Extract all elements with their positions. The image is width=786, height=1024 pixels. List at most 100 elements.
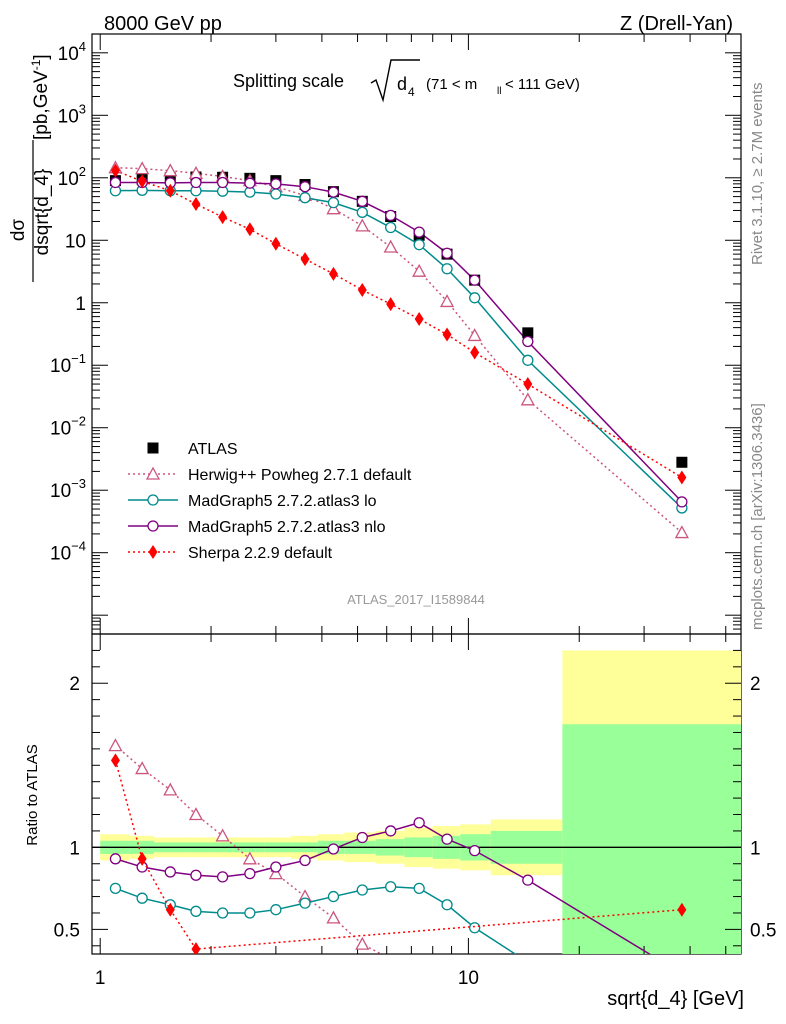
ratio-point-herwig [188, 807, 204, 821]
ratio-y-tick-label: 1 [69, 838, 80, 859]
main-y-tick-label: 103 [58, 101, 86, 127]
data-point-mg_nlo [413, 226, 425, 238]
ratio-point-sherpa [677, 902, 687, 917]
plot-title-range-sub: ll [497, 86, 501, 97]
ratio-point-mg_lo [244, 907, 256, 919]
ratio-point-mg_lo [109, 882, 122, 895]
data-point-sherpa [414, 311, 424, 326]
main-plot-frame [91, 33, 742, 635]
legend-label-herwig: Herwig++ Powheg 2.7.1 default [188, 467, 412, 484]
header-left: 8000 GeV pp [104, 13, 222, 35]
ratio-point-herwig [326, 910, 341, 924]
x-tick-label: 10 [458, 968, 479, 989]
ratio-y-tick-label: 0.5 [54, 920, 80, 941]
ratio-point-mg_lo [356, 884, 368, 896]
ratio-point-mg_nlo [385, 825, 397, 837]
data-point-mg_lo [385, 221, 397, 234]
ylabel-numerator: dσ [8, 219, 29, 242]
ratio-point-mg_nlo [244, 867, 256, 880]
data-point-mg_nlo [522, 335, 534, 348]
data-point-sherpa [442, 327, 452, 342]
data-point-mg_lo [299, 192, 311, 204]
ratio-point-mg_nlo [469, 844, 481, 857]
ratio-point-mg_nlo [164, 866, 176, 878]
data-point-sherpa [523, 377, 533, 392]
ratio-y-tick-label-right: 2 [750, 674, 761, 695]
data-point-sherpa [218, 210, 228, 225]
ratio-point-mg_lo [327, 890, 340, 903]
legend-marker-mg_nlo [147, 520, 159, 532]
ratio-point-herwig [163, 782, 178, 796]
legend-label-mg_lo: MadGraph5 2.7.2.atlas3 lo [188, 493, 377, 510]
ylabel-unit: [pb,GeV-1] [29, 54, 52, 140]
main-y-tick-label: 10−4 [50, 539, 86, 565]
data-point-mg_lo [356, 206, 368, 218]
series-line-mg_lo [115, 189, 683, 509]
ratio-point-herwig [215, 828, 230, 842]
data-point-herwig [674, 525, 689, 539]
plot-title-prefix: Splitting scale [233, 71, 344, 91]
ratio-point-mg_nlo [216, 871, 229, 883]
x-tick-label: 1 [95, 968, 106, 989]
data-point-mg_nlo [441, 247, 453, 259]
legend-marker-atlas [147, 442, 159, 454]
plot-title-range: (71 < m [426, 76, 477, 93]
ratio-point-mg_nlo [190, 869, 202, 881]
ratio-point-mg_nlo [441, 833, 453, 845]
xlabel: sqrt{d_4} [GeV] [607, 988, 744, 1010]
data-point-sherpa [357, 283, 367, 298]
band-inner-bin [562, 724, 741, 954]
data-point-herwig [467, 328, 482, 342]
data-point-mg_lo [441, 263, 453, 275]
rivet-label: Rivet 3.1.10, ≥ 2.7M events [749, 83, 766, 266]
ratio-point-mg_lo [136, 892, 148, 904]
data-point-herwig [383, 239, 398, 253]
plot-title: Splitting scale d 4 (71 < m ll < 111 GeV… [233, 59, 580, 103]
ratio-axes: 1 10 0.5 0.5 1 1 2 2 [54, 634, 776, 989]
data-point-herwig [412, 263, 427, 277]
series-line-mg_nlo [115, 181, 683, 503]
ratio-point-sherpa [165, 902, 175, 917]
data-point-mg_nlo [190, 176, 202, 189]
ratio-series [108, 738, 687, 954]
ratio-point-sherpa [191, 942, 201, 954]
ratio-point-mg_nlo [522, 874, 534, 886]
data-point-sherpa [245, 222, 255, 237]
data-point-mg_lo [327, 196, 340, 209]
ylabel-main: dσ dsqrt{d_4} [pb,GeV-1] [8, 54, 53, 282]
legend-marker-herwig [145, 466, 161, 480]
ratio-point-mg_lo [190, 905, 202, 917]
data-point-sherpa [110, 163, 120, 178]
data-point-mg_nlo [385, 209, 397, 222]
main-series [108, 160, 689, 539]
data-point-atlas [522, 327, 534, 339]
data-point-mg_lo [270, 188, 282, 200]
ylabel-denominator: dsqrt{d_4} [32, 169, 53, 256]
mcplots-label: mcplots.cern.ch [arXiv:1306.3436] [749, 403, 766, 630]
data-point-sherpa [165, 183, 175, 198]
ratio-point-herwig [108, 738, 123, 752]
data-point-mg_nlo [216, 176, 229, 189]
data-point-mg_nlo [676, 496, 688, 508]
main-y-tick-label: 1 [75, 294, 86, 315]
ratio-point-mg_nlo [109, 853, 122, 865]
ratio-y-tick-label-right: 0.5 [750, 920, 776, 941]
main-y-tick-label: 10−2 [50, 414, 86, 440]
ratio-point-herwig [355, 936, 370, 950]
ratio-point-mg_lo [270, 904, 282, 916]
data-point-mg_nlo [469, 274, 481, 286]
data-point-mg_nlo [109, 176, 122, 189]
ratio-line-mg_nlo [115, 821, 651, 954]
data-point-sherpa [328, 266, 338, 281]
sqrt-icon [370, 59, 420, 103]
ratio-point-herwig [242, 851, 257, 865]
data-point-mg_nlo [299, 181, 311, 193]
legend: ATLAS Herwig++ Powheg 2.7.1 default MadGra… [128, 441, 412, 562]
data-point-mg_lo [469, 292, 481, 304]
analysis-id: ATLAS_2017_I1589844 [347, 592, 485, 607]
plot-title-subscript: 4 [408, 85, 415, 99]
data-point-herwig [163, 163, 178, 177]
ylabel-ratio: Ratio to ATLAS [24, 744, 41, 845]
